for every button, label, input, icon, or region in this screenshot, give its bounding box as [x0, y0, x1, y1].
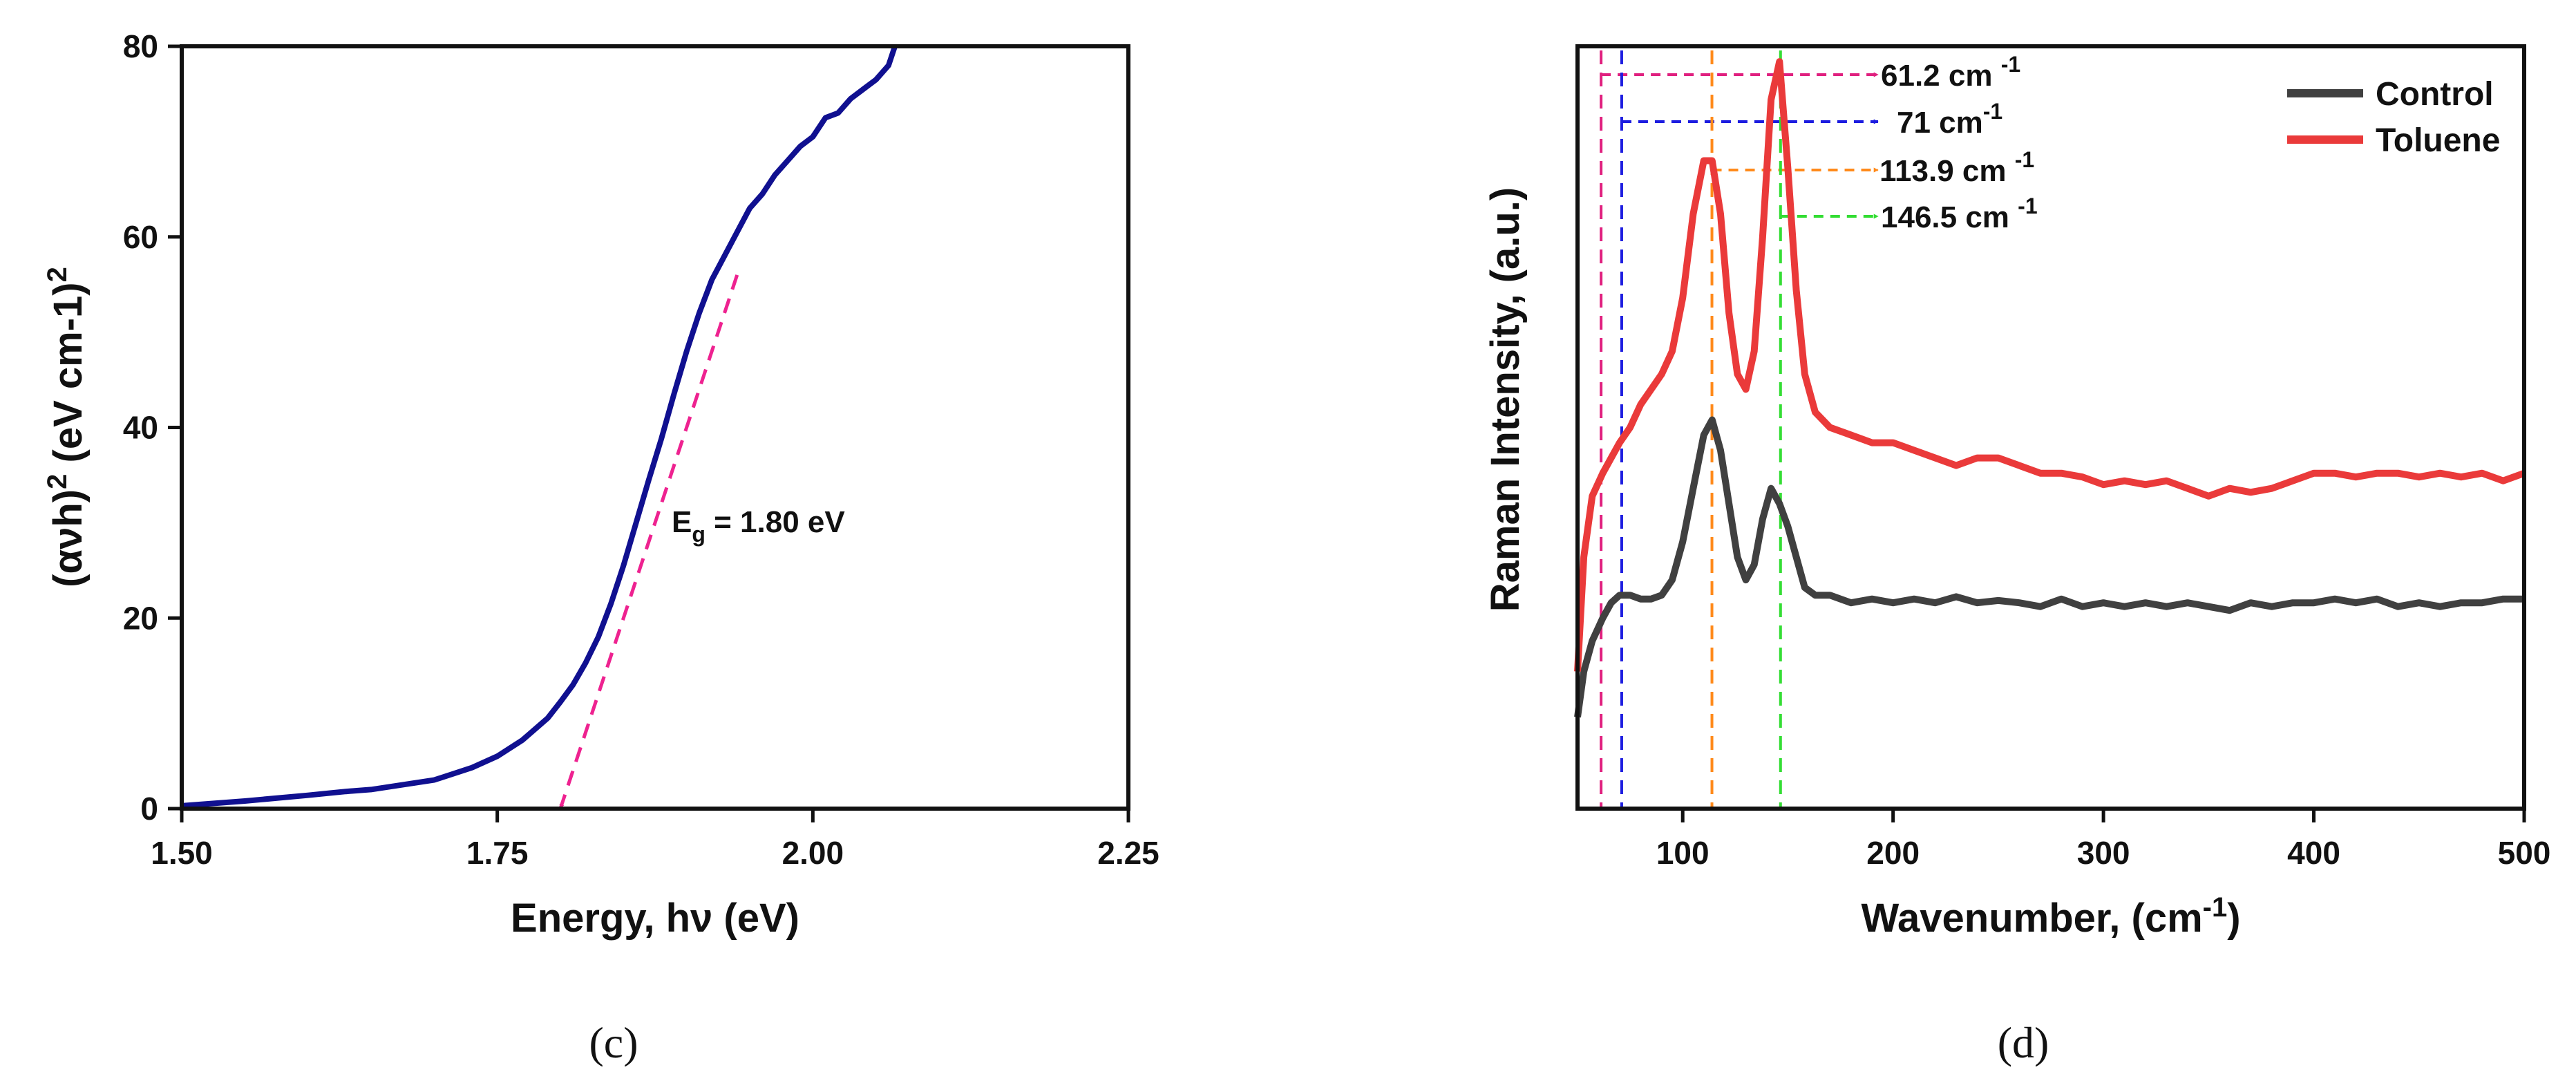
tauc-plot-chart: 1.50 1.75 2.00 2.25 0 20 40 60 80 Eg = 1.80 eV E…: [42, 28, 1159, 1067]
x-tick-label-d: 200: [1866, 835, 1920, 871]
y-axis-label-d: Raman Intensity, (a.u.): [1483, 187, 1528, 612]
legend-label-control: Control: [2376, 76, 2494, 113]
x-axis-label-d-sup: -1: [2203, 892, 2228, 923]
x-tick-label-c: 1.50: [151, 835, 213, 871]
x-tick-label-c: 2.25: [1097, 835, 1159, 871]
peak-label-sup: -1: [2001, 52, 2020, 77]
peak-label-value: 146.5 cm: [1881, 200, 2018, 234]
peak-label: 113.9 cm -1: [1879, 147, 2034, 188]
series-line-control: [1574, 416, 2524, 718]
x-axis-label-d-part1: Wavenumber, (cm: [1861, 896, 2202, 941]
y-axis-label-c-part1: (ανh): [46, 489, 91, 587]
series-line-tauc: [181, 45, 898, 809]
tauc-series-layer: [181, 45, 898, 809]
axis-ticks-c: 1.50 1.75 2.00 2.25 0 20 40 60 80: [123, 28, 1159, 871]
y-axis-label-c-sup2: 2: [42, 267, 73, 282]
y-axis-label-c-sup1: 2: [42, 474, 73, 489]
legend-label-toluene: Toluene: [2376, 122, 2500, 159]
y-tick-label-c: 60: [123, 219, 158, 255]
x-tick-label-c: 2.00: [782, 835, 844, 871]
peak-label-sup: -1: [2018, 194, 2037, 218]
x-tick-label-d: 300: [2077, 835, 2130, 871]
raman-series-layer: [1574, 58, 2526, 718]
peak-label: 71 cm-1: [1897, 99, 2002, 140]
x-axis-label-d-part2: ): [2227, 896, 2240, 941]
peak-label: 146.5 cm -1: [1881, 194, 2038, 234]
bandgap-annotation: Eg = 1.80 eV: [672, 505, 845, 547]
x-axis-label-d: Wavenumber, (cm-1): [1861, 892, 2240, 941]
peak-label-value: 113.9 cm: [1879, 154, 2015, 188]
x-tick-label-c: 1.75: [466, 835, 529, 871]
y-axis-label-c: (ανh)2 (eV cm-1)2: [42, 267, 91, 587]
x-tick-label-d: 100: [1656, 835, 1710, 871]
axis-ticks-d: 100 200 300 400 500: [1656, 809, 2551, 871]
series-line-toluene: [1574, 58, 2526, 672]
y-tick-label-c: 0: [140, 791, 158, 827]
peak-label-sup: -1: [1983, 99, 2002, 124]
panel-label-c: (c): [589, 1018, 638, 1067]
x-axis-label-c: Energy, hν (eV): [511, 896, 799, 941]
y-tick-label-c: 20: [123, 600, 158, 636]
bandgap-subscript: g: [692, 522, 705, 547]
bandgap-symbol: E: [672, 505, 692, 539]
y-axis-label-c-part2: (eV cm-1): [46, 282, 91, 473]
legend: Control Toluene: [2287, 76, 2500, 159]
x-tick-label-d: 400: [2287, 835, 2340, 871]
peak-label: 61.2 cm -1: [1881, 52, 2020, 93]
tangent-extrapolation-line: [558, 274, 739, 809]
x-tick-label-d: 500: [2498, 835, 2551, 871]
plot-frame-d: [1575, 44, 2526, 811]
bandgap-value: = 1.80 eV: [705, 505, 845, 539]
peak-label-sup: -1: [2015, 147, 2034, 172]
plot-frame-c: [180, 44, 1130, 811]
peak-label-value: 71 cm: [1897, 106, 1983, 140]
panel-label-d: (d): [1998, 1018, 2049, 1067]
y-tick-label-c: 80: [123, 28, 158, 64]
tangent-extrapolation-layer: [558, 274, 739, 809]
peak-label-value: 61.2 cm: [1881, 59, 2001, 93]
y-tick-label-c: 40: [123, 410, 158, 446]
